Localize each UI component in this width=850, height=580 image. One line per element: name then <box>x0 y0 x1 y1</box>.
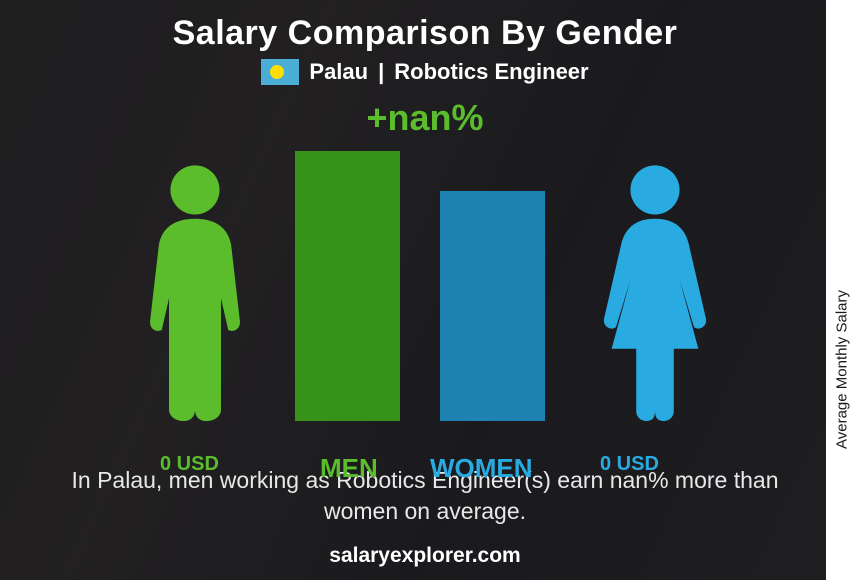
page-title: Salary Comparison By Gender <box>0 14 850 53</box>
delta-label: +nan% <box>0 97 850 139</box>
subtitle-country: Palau <box>309 59 368 85</box>
man-icon <box>120 161 270 421</box>
subtitle: Palau | Robotics Engineer <box>0 59 850 85</box>
bar-women <box>440 191 545 421</box>
subtitle-separator: | <box>378 59 384 85</box>
woman-icon <box>580 161 730 421</box>
bar-men <box>295 151 400 421</box>
women-label: WOMEN <box>430 453 533 484</box>
infographic-container: Salary Comparison By Gender Palau | Robo… <box>0 0 850 580</box>
women-value: 0 USD <box>600 453 659 476</box>
description: In Palau, men working as Robotics Engine… <box>0 465 850 527</box>
subtitle-role: Robotics Engineer <box>394 59 588 85</box>
men-label: MEN <box>320 453 378 484</box>
men-value: 0 USD <box>160 453 219 476</box>
footer-attribution: salaryexplorer.com <box>0 544 850 568</box>
palau-flag-icon <box>261 59 299 85</box>
chart-area: 0 USD MEN WOMEN 0 USD <box>120 147 730 447</box>
